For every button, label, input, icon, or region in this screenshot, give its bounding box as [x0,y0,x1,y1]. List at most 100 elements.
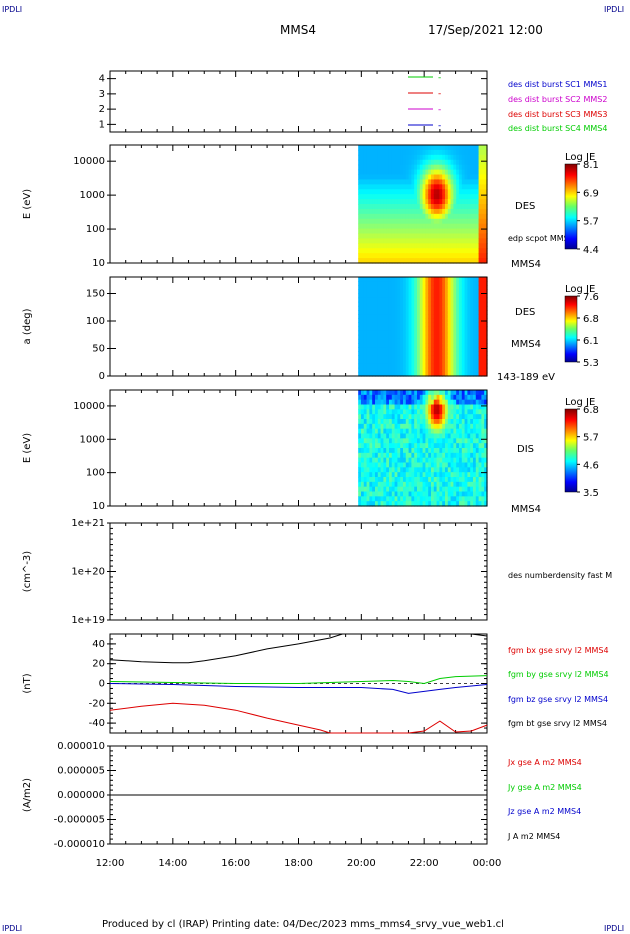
heatmap-cell [383,159,387,166]
heatmap-cell [386,472,390,478]
heatmap-cell [411,297,415,303]
heatmap-cell [416,457,421,464]
heatmap-cell [408,481,412,488]
heatmap-cell [408,154,412,161]
heatmap-cell [380,501,384,507]
heatmap-cell [391,363,396,369]
heatmap-cell [444,409,449,415]
heatmap-cell [372,218,376,225]
heatmap-cell [478,164,482,171]
heatmap-cell [461,419,466,425]
heatmap-cell [386,145,390,151]
heatmap-cell [360,347,365,352]
heatmap-cell [450,363,454,369]
heatmap-cell [442,149,446,156]
heatmap-cell [481,213,485,220]
heatmap-cell [380,390,384,396]
heatmap-cell [414,159,418,166]
heatmap-cell [419,343,424,348]
heatmap-cell [397,363,401,369]
heatmap-cell [464,243,468,249]
heatmap-cell [414,477,418,483]
heatmap-cell [380,305,384,311]
heatmap-cell [416,330,421,336]
heatmap-cell [425,149,429,156]
heatmap-cell [374,496,379,502]
heatmap-cell [484,253,488,259]
heatmap-cell [363,305,368,311]
heatmap-cell [442,448,446,454]
colorbar-1 [564,163,578,250]
heatmap-cell [425,233,429,240]
heatmap-cell [360,228,365,235]
heatmap-cell [464,281,468,286]
heatmap-cell [397,338,401,344]
heatmap-cell [377,433,382,439]
heatmap-cell [388,169,393,176]
heatmap-cell [391,285,396,290]
heatmap-cell [436,159,440,166]
heatmap-cell [453,243,457,249]
heatmap-cell [402,404,407,410]
heatmap-cell [458,347,463,352]
heatmap-cell [430,310,435,315]
heatmap-cell [456,371,460,377]
heatmap-cell [436,223,440,230]
heatmap-cell [475,399,480,406]
heatmap-cell [456,194,460,200]
heatmap-cell [436,409,440,415]
heatmap-cell [405,228,410,235]
heatmap-cell [425,285,429,290]
heatmap-cell [358,228,362,235]
heatmap-cell [467,248,471,254]
heatmap-cell [472,310,477,315]
heatmap-cell [416,289,421,295]
heatmap-cell [416,238,421,244]
heatmap-cell [380,330,384,336]
heatmap-cell [397,145,401,151]
heatmap-cell [360,338,365,344]
heatmap-cell [433,367,438,373]
heatmap-cell [414,334,418,340]
heatmap-cell [470,419,474,425]
heatmap-cell [470,305,474,311]
heatmap-cell [481,491,485,497]
heatmap-cell [453,326,457,332]
heatmap-cell [428,334,432,340]
heatmap-cell [442,477,446,483]
heatmap-cell [425,293,429,299]
heatmap-cell [402,448,407,454]
heatmap-cell [388,223,393,230]
heatmap-cell [408,433,412,439]
heatmap-cell [444,293,449,299]
heatmap-cell [428,243,432,249]
heatmap-cell [467,477,471,483]
heatmap-cell [472,164,477,171]
heatmap-cell [391,404,396,410]
heatmap-cell [475,233,480,240]
heatmap-cell [363,310,368,315]
heatmap-cell [377,501,382,507]
heatmap-cell [419,218,424,225]
heatmap-cell [388,334,393,340]
heatmap-cell [394,285,398,290]
heatmap-cell [358,371,362,377]
heatmap-cell [472,179,477,185]
heatmap-cell [481,457,485,464]
heatmap-cell [416,390,421,396]
heatmap-cell [380,199,384,205]
heatmap-cell [450,462,454,468]
heatmap-cell [397,433,401,439]
heatmap-cell [416,305,421,311]
heatmap-cell [360,423,365,430]
heatmap-cell [369,305,373,311]
heatmap-cell [380,481,384,488]
heatmap-cell [428,159,432,166]
heatmap-cell [383,310,387,315]
heatmap-cell [363,491,368,497]
heatmap-cell [358,467,362,473]
heatmap-cell [397,305,401,311]
heatmap-cell [388,428,393,435]
heatmap-cell [377,334,382,340]
heatmap-cell [461,218,466,225]
